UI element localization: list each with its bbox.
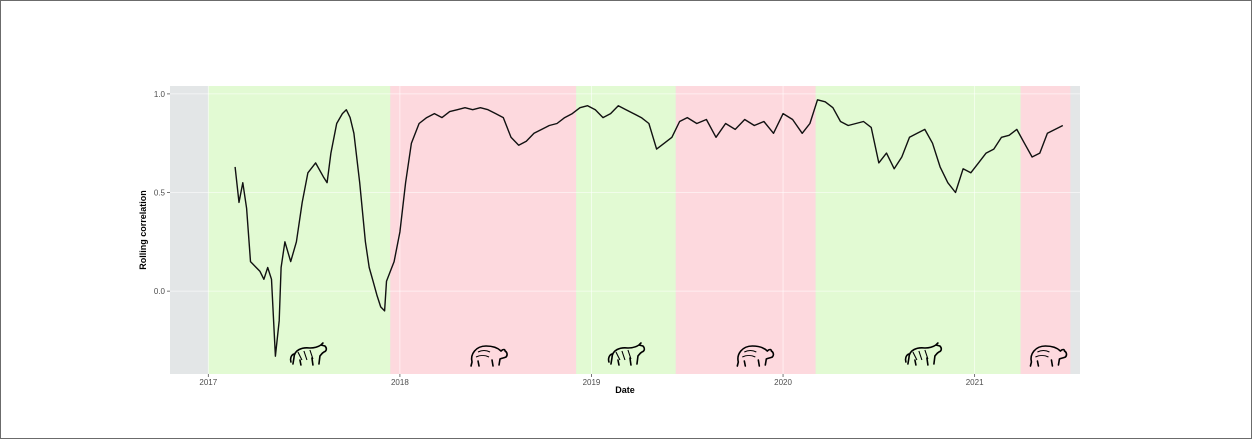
x-tick-label: 2019 <box>583 378 601 387</box>
regime-band-bull-3 <box>576 86 676 374</box>
y-axis-ticks: 0.0 0.5 1.0 <box>154 90 170 296</box>
x-tick-label: 2018 <box>391 378 409 387</box>
x-tick-label: 2020 <box>774 378 792 387</box>
y-tick-label: 1.0 <box>154 90 166 99</box>
x-tick-label: 2021 <box>966 378 984 387</box>
y-tick-label: 0.5 <box>154 189 166 198</box>
grid-lines <box>170 86 1080 374</box>
x-axis-title: Date <box>615 385 635 395</box>
regime-band-bear-4 <box>675 86 816 374</box>
regime-bands <box>208 86 1071 374</box>
x-tick-label: 2017 <box>199 378 217 387</box>
y-tick-label: 0.0 <box>154 287 166 296</box>
regime-band-bull-1 <box>208 86 391 374</box>
series-line-rolling-correlation <box>234 99 1064 357</box>
regime-band-bear-6 <box>1020 86 1071 374</box>
x-axis-ticks: 2017 2018 2019 2020 2021 <box>199 374 984 387</box>
regime-band-bear-2 <box>390 86 577 374</box>
y-axis-title: Rolling correlation <box>138 190 148 270</box>
regime-band-bull-5 <box>815 86 1021 374</box>
